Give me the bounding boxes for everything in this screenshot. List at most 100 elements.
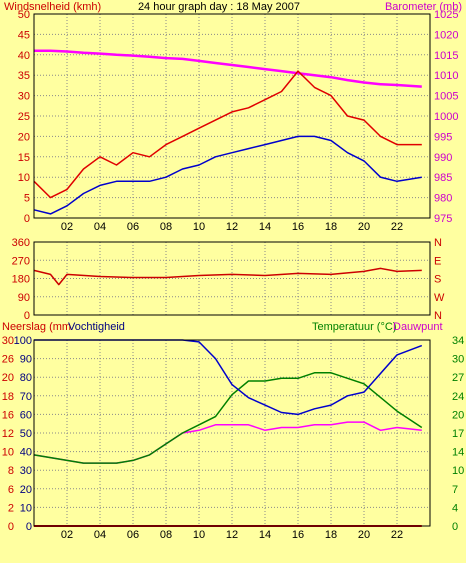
mid-grid	[34, 242, 430, 315]
barometer-tick-label: 1020	[434, 29, 458, 41]
temperature-tick-label: 7	[452, 484, 458, 496]
compass-tick-label: E	[434, 255, 441, 267]
x-tick-label: 14	[259, 529, 271, 541]
bottom-grid	[34, 340, 430, 526]
humidity-tick-label: 100	[14, 335, 32, 347]
direction-tick-label: 180	[12, 274, 30, 286]
x-tick-label: 20	[358, 221, 370, 233]
humidity-tick-label: 70	[20, 391, 32, 403]
barometer-tick-label: 990	[434, 152, 452, 164]
barometer-tick-label: 1005	[434, 91, 458, 103]
x-tick-label: 12	[226, 529, 238, 541]
wind-axis-label: Windsnelheid (kmh)	[4, 1, 101, 13]
x-tick-label: 18	[325, 529, 337, 541]
wind-tick-label: 30	[18, 91, 30, 103]
x-tick-label: 12	[226, 221, 238, 233]
rain-tick-label: 16	[2, 409, 14, 421]
rain-tick-label: 12	[2, 428, 14, 440]
x-tick-label: 02	[61, 221, 73, 233]
x-tick-label: 04	[94, 529, 106, 541]
humidity-tick-label: 60	[20, 409, 32, 421]
barometer-axis-ticks: 975 980 985 990 995 1000 1005 1010 1015 1020 1025	[434, 9, 458, 225]
top-panel-frame	[33, 13, 431, 219]
wind-tick-label: 0	[24, 213, 30, 225]
compass-tick-label: S	[434, 274, 441, 286]
rain-tick-label: 20	[2, 372, 14, 384]
temperature-tick-label: 10	[452, 465, 464, 477]
x-tick-label: 22	[391, 529, 403, 541]
x-tick-label: 06	[127, 221, 139, 233]
wind-tick-label: 35	[18, 70, 30, 82]
x-tick-label: 08	[160, 529, 172, 541]
wind-direction-line	[33, 267, 422, 286]
compass-tick-label: N	[434, 237, 442, 249]
x-tick-label: 14	[259, 221, 271, 233]
bottom-panel-frame	[33, 339, 431, 527]
humidity-axis-ticks: 0 10 20 30 40 50 60 70 80 90 100	[14, 335, 32, 533]
temperature-line	[33, 372, 423, 464]
humidity-tick-label: 0	[26, 521, 32, 533]
wind-gust-line	[33, 70, 422, 199]
x-tick-label: 20	[358, 529, 370, 541]
wind-axis-ticks: 0 5 10 15 20 25 30 35 40 45 50	[18, 9, 30, 225]
humidity-tick-label: 90	[20, 354, 32, 366]
direction-tick-label: 0	[24, 310, 30, 322]
bottom-x-ticks: 02 04 06 08 10 12 14 16 18 20 22	[61, 529, 403, 541]
barometer-tick-label: 1025	[434, 9, 458, 21]
direction-axis-ticks: 0 90 180 270 360	[12, 237, 30, 322]
temperature-tick-label: 24	[452, 391, 464, 403]
temperature-tick-label: 14	[452, 447, 464, 459]
barometer-tick-label: 980	[434, 193, 452, 205]
wind-tick-label: 5	[24, 193, 30, 205]
compass-tick-label: N	[434, 310, 442, 322]
x-tick-label: 04	[94, 221, 106, 233]
x-tick-label: 16	[292, 529, 304, 541]
humidity-tick-label: 40	[20, 447, 32, 459]
temperature-tick-label: 17	[452, 428, 464, 440]
barometer-axis-label: Barometer (mb)	[385, 1, 462, 13]
rain-tick-label: 0	[8, 521, 14, 533]
temperature-axis-label: Temperatuur (°C)	[312, 321, 396, 333]
mid-panel-frame	[33, 241, 431, 316]
temperature-tick-label: 20	[452, 409, 464, 421]
graph-title: 24 hour graph day : 18 May 2007	[138, 1, 300, 13]
x-tick-label: 02	[61, 529, 73, 541]
temperature-tick-label: 0	[452, 521, 458, 533]
humidity-tick-label: 30	[20, 465, 32, 477]
rain-tick-label: 8	[8, 465, 14, 477]
x-tick-label: 10	[193, 221, 205, 233]
dewpoint-axis-label: Dauwpunt	[393, 321, 443, 333]
top-series	[33, 49, 422, 215]
barometer-tick-label: 975	[434, 213, 452, 225]
rain-tick-label: 2	[8, 502, 14, 514]
barometer-tick-label: 1000	[434, 111, 458, 123]
temperature-tick-label: 30	[452, 354, 464, 366]
barometer-tick-label: 1010	[434, 70, 458, 82]
humidity-tick-label: 80	[20, 372, 32, 384]
x-tick-label: 16	[292, 221, 304, 233]
rain-tick-label: 6	[8, 484, 14, 496]
wind-tick-label: 10	[18, 172, 30, 184]
x-tick-label: 06	[127, 529, 139, 541]
top-x-ticks: 02 04 06 08 10 12 14 16 18 20 22	[61, 221, 403, 233]
rain-tick-label: 18	[2, 391, 14, 403]
wind-tick-label: 25	[18, 111, 30, 123]
direction-tick-label: 90	[18, 292, 30, 304]
humidity-tick-label: 10	[20, 502, 32, 514]
temperature-tick-label: 27	[452, 372, 464, 384]
mid-series	[33, 267, 422, 286]
barometer-tick-label: 1015	[434, 50, 458, 62]
rain-axis-label: Neerslag (mm	[2, 321, 71, 333]
wind-tick-label: 45	[18, 29, 30, 41]
wind-tick-label: 40	[18, 50, 30, 62]
temperature-tick-label: 4	[452, 502, 458, 514]
x-tick-label: 08	[160, 221, 172, 233]
barometer-line	[34, 49, 422, 88]
rain-tick-label: 10	[2, 447, 14, 459]
humidity-axis-label: Vochtigheid	[68, 321, 125, 333]
direction-tick-label: 270	[12, 255, 30, 267]
temperature-axis-ticks: 0 4 7 10 14 17 20 24 27 30 34	[452, 335, 464, 533]
